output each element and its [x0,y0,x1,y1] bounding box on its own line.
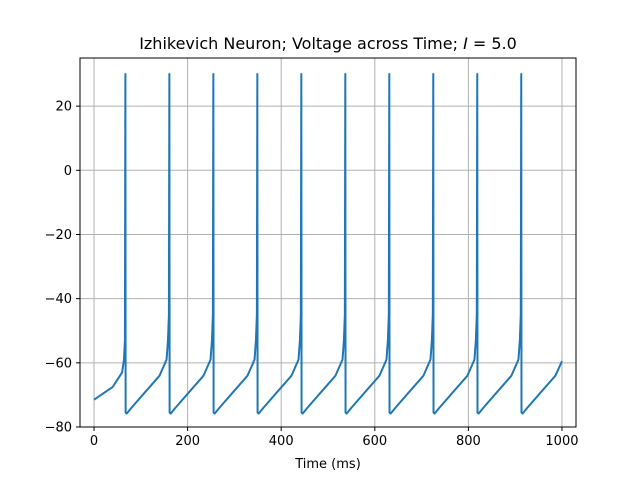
axes-frame [79,57,577,428]
y-tick-label: −80 [45,421,72,436]
x-tick-label: 0 [90,434,98,449]
x-tick-label: 600 [362,434,387,449]
y-tick-label: 20 [55,100,72,115]
x-tick-label: 200 [175,434,200,449]
x-axis-label: Time (ms) [294,457,361,472]
y-tick-label: −40 [45,292,72,307]
y-tick-label: −60 [45,356,72,371]
axis-ticks: 0 200 400 600 800 1000 −80 −60 −40 −20 0 20 [45,100,579,449]
chart-title-prefix: Izhikevich Neuron; Voltage across Time; [139,34,463,53]
chart-title: Izhikevich Neuron; Voltage across Time; … [139,34,517,53]
x-tick-label: 1000 [545,434,578,449]
chart-title-variable: I [463,34,468,53]
x-tick-label: 400 [269,434,294,449]
plot-area [93,73,563,415]
chart-title-suffix: = 5.0 [468,34,517,53]
voltage-series-line [93,73,563,415]
y-tick-label: −20 [45,228,72,243]
y-tick-label: 0 [64,164,72,179]
x-tick-label: 800 [456,434,481,449]
